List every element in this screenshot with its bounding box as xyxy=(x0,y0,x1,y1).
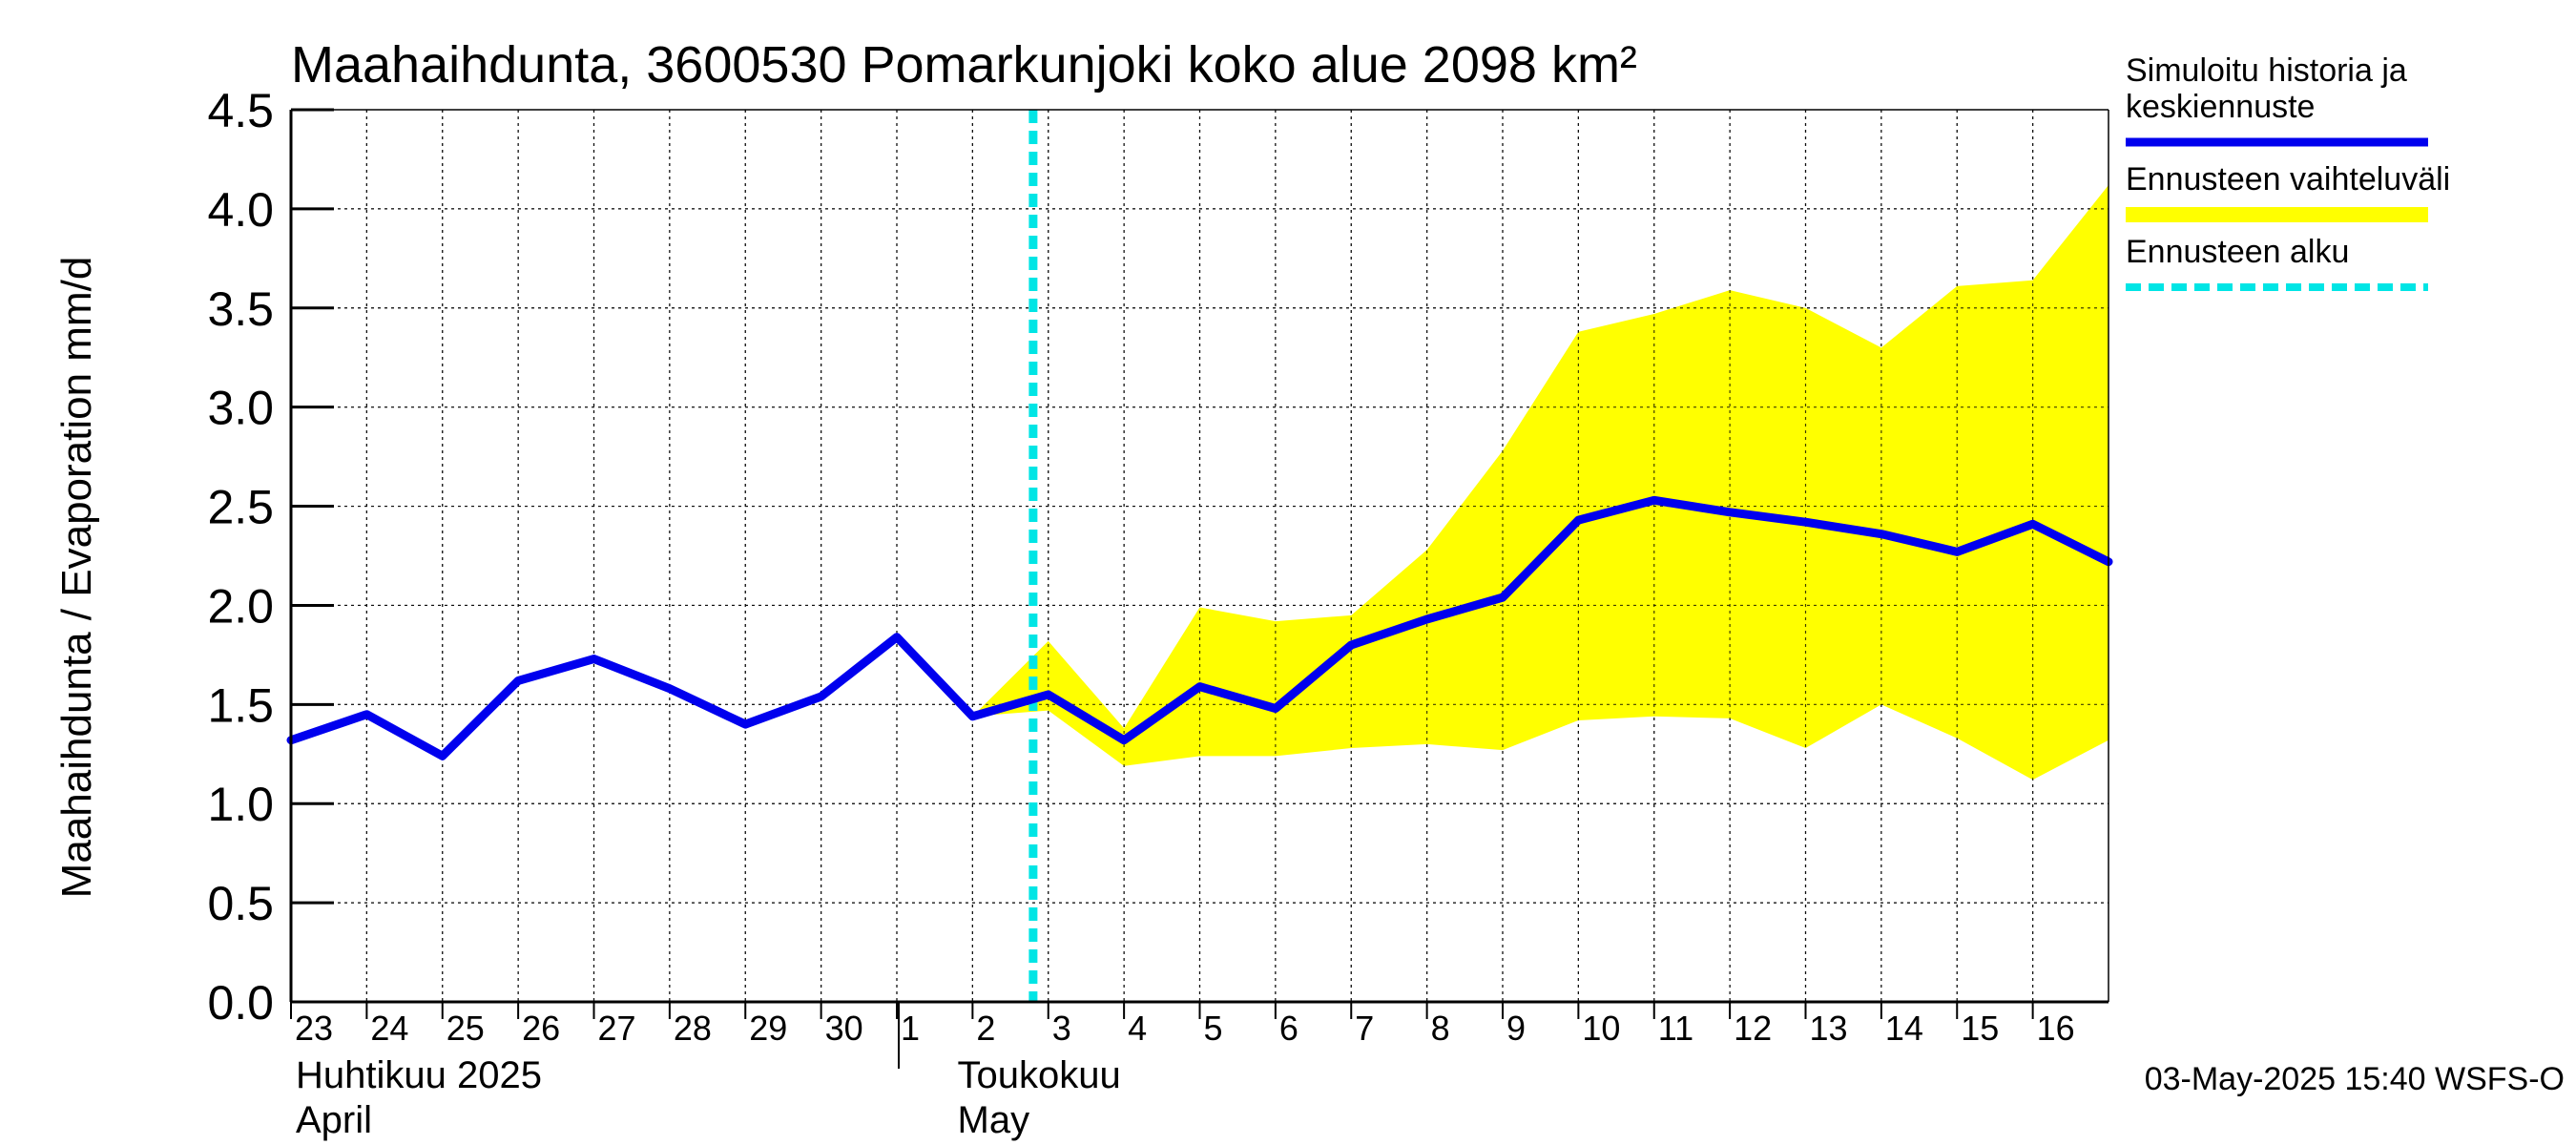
series-point xyxy=(1123,739,1126,741)
legend-label: keskiennuste xyxy=(2126,89,2315,125)
series-point xyxy=(1729,510,1732,513)
series-point xyxy=(1047,693,1049,696)
grid-overlay xyxy=(291,110,2109,1002)
x-tick-label: 16 xyxy=(2037,1009,2075,1048)
series-point xyxy=(971,715,974,718)
series-point xyxy=(1198,685,1201,688)
y-tick-label: 2.0 xyxy=(207,579,274,633)
y-tick-label: 0.0 xyxy=(207,976,274,1030)
x-tick-label: 27 xyxy=(598,1009,636,1048)
axes: 0.00.51.01.52.02.53.03.54.04.523 24 25 26 27… xyxy=(207,84,2109,1141)
x-tick-label: 8 xyxy=(1431,1009,1450,1048)
month-label-en: May xyxy=(958,1099,1030,1141)
series-point xyxy=(1502,596,1504,599)
x-tick-label: 25 xyxy=(447,1009,485,1048)
series-point xyxy=(365,713,368,716)
chart-title: Maahaihdunta, 3600530 Pomarkunjoki koko … xyxy=(291,36,1637,94)
y-tick-label: 4.0 xyxy=(207,183,274,237)
month-label-en: April xyxy=(296,1099,372,1141)
series-point xyxy=(592,657,595,660)
legend-label: Ennusteen vaihteluväli xyxy=(2126,161,2450,198)
y-axis-label: Maahaihdunta / Evaporation mm/d xyxy=(53,257,100,899)
y-tick-label: 3.5 xyxy=(207,282,274,336)
x-tick-label: 4 xyxy=(1128,1009,1147,1048)
x-tick-label: 12 xyxy=(1734,1009,1772,1048)
series-point xyxy=(1577,519,1580,522)
forecast-range-area xyxy=(972,184,2109,781)
series-point xyxy=(1652,499,1655,502)
y-tick-label: 1.5 xyxy=(207,678,274,732)
series-point xyxy=(2031,523,2034,526)
series-point xyxy=(441,755,444,758)
timestamp-footer: 03-May-2025 15:40 WSFS-O xyxy=(2145,1061,2565,1097)
x-tick-label: 10 xyxy=(1582,1009,1620,1048)
x-tick-label: 3 xyxy=(1052,1009,1071,1048)
y-tick-label: 3.0 xyxy=(207,382,274,435)
series-point xyxy=(1956,551,1959,553)
forecast-range-band xyxy=(972,184,2109,781)
y-tick-label: 1.0 xyxy=(207,778,274,831)
x-tick-label: 26 xyxy=(522,1009,560,1048)
x-tick-label: 1 xyxy=(901,1009,920,1048)
x-tick-label: 5 xyxy=(1204,1009,1223,1048)
series-layer xyxy=(286,110,2113,1002)
series-point xyxy=(668,687,671,690)
x-tick-label: 13 xyxy=(1810,1009,1848,1048)
x-tick-label: 6 xyxy=(1279,1009,1298,1048)
x-tick-label: 28 xyxy=(674,1009,712,1048)
y-tick-label: 2.5 xyxy=(207,481,274,534)
series-point xyxy=(1350,644,1353,646)
legend-label: Ennusteen alku xyxy=(2126,234,2349,270)
x-tick-label: 29 xyxy=(749,1009,787,1048)
series-point xyxy=(744,723,747,726)
x-tick-label: 7 xyxy=(1355,1009,1374,1048)
x-tick-label: 14 xyxy=(1885,1009,1923,1048)
series-point xyxy=(1880,532,1882,535)
series-point xyxy=(1425,617,1428,620)
series-point xyxy=(1804,521,1807,524)
series-point xyxy=(517,679,520,682)
x-tick-label: 11 xyxy=(1658,1009,1693,1048)
y-tick-label: 0.5 xyxy=(207,877,274,930)
x-tick-label: 9 xyxy=(1506,1009,1526,1048)
x-tick-label: 2 xyxy=(976,1009,995,1048)
x-tick-label: 23 xyxy=(295,1009,333,1048)
x-tick-label: 24 xyxy=(370,1009,408,1048)
x-tick-label: 30 xyxy=(825,1009,863,1048)
series-point xyxy=(896,635,898,638)
series-point xyxy=(820,696,822,698)
series-point xyxy=(1274,707,1277,710)
y-tick-label: 4.5 xyxy=(207,84,274,137)
month-label: Huhtikuu 2025 xyxy=(296,1054,542,1096)
x-tick-label: 15 xyxy=(1961,1009,1999,1048)
month-label: Toukokuu xyxy=(958,1054,1121,1096)
legend-label: Simuloitu historia ja xyxy=(2126,52,2407,89)
